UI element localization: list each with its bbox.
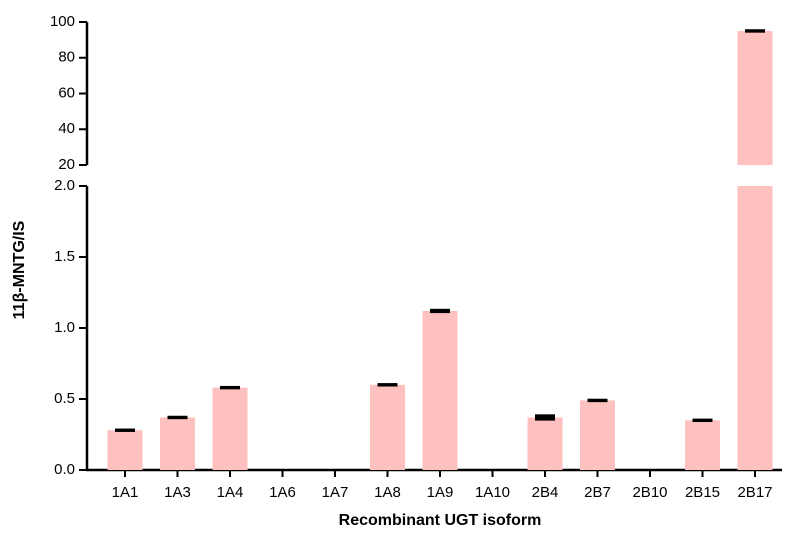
y-tick-label: 80 bbox=[58, 49, 75, 66]
bar bbox=[212, 387, 248, 470]
error-bar bbox=[745, 29, 765, 33]
x-tick-label: 2B17 bbox=[737, 484, 772, 501]
x-tick-label: 1A4 bbox=[217, 484, 244, 501]
y-tick-label: 0.0 bbox=[54, 461, 75, 478]
x-tick-label: 1A6 bbox=[269, 484, 296, 501]
y-tick-label: 0.5 bbox=[54, 390, 75, 407]
bar bbox=[160, 417, 195, 470]
bar bbox=[737, 30, 773, 165]
x-axis-title: Recombinant UGT isoform bbox=[339, 512, 542, 529]
y-tick-label: 60 bbox=[58, 84, 75, 101]
x-tick-label: 1A10 bbox=[475, 484, 510, 501]
x-tick-label: 1A9 bbox=[427, 484, 454, 501]
bar bbox=[737, 186, 773, 470]
bar bbox=[685, 420, 720, 470]
error-bar bbox=[692, 418, 713, 423]
bar bbox=[370, 384, 405, 470]
error-bar bbox=[167, 415, 188, 420]
bar bbox=[422, 310, 458, 470]
y-axis-title: 11β-MNTG/IS bbox=[11, 220, 28, 319]
error-bar bbox=[377, 383, 398, 387]
y-tick-label: 1.5 bbox=[54, 248, 75, 265]
y-tick-label: 1.0 bbox=[54, 319, 75, 336]
x-tick-label: 2B10 bbox=[632, 484, 667, 501]
x-tick-label: 1A3 bbox=[164, 484, 191, 501]
y-tick-label: 100 bbox=[50, 13, 75, 30]
error-bar bbox=[535, 414, 555, 421]
x-tick-label: 2B7 bbox=[584, 484, 611, 501]
x-tick-label: 2B4 bbox=[532, 484, 559, 501]
x-tick-label: 2B15 bbox=[685, 484, 720, 501]
y-tick-label: 40 bbox=[58, 120, 75, 137]
x-tick-label: 1A8 bbox=[374, 484, 401, 501]
error-bar bbox=[220, 385, 240, 390]
bar bbox=[527, 417, 563, 470]
error-bar bbox=[115, 428, 135, 432]
bar bbox=[580, 400, 615, 470]
x-tick-label: 1A7 bbox=[322, 484, 349, 501]
y-tick-label: 2.0 bbox=[54, 177, 75, 194]
bar bbox=[107, 430, 143, 470]
y-tick-label: 20 bbox=[58, 156, 75, 173]
error-bar bbox=[587, 398, 608, 403]
x-tick-label: 1A1 bbox=[112, 484, 139, 501]
error-bar bbox=[430, 308, 450, 314]
